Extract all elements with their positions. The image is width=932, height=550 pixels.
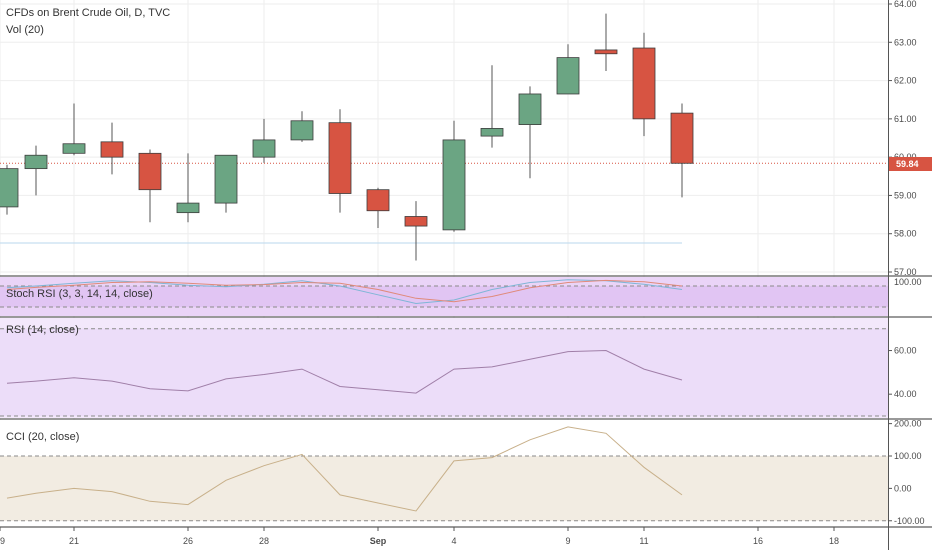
cci-band-fill — [0, 456, 888, 521]
bullish-candle[interactable] — [214, 154, 238, 213]
rsi-pane[interactable] — [0, 328, 888, 417]
rsi-title: RSI (14, close) — [6, 324, 79, 336]
stoch-rsi-line — [6, 279, 683, 303]
cci-title: CCI (20, close) — [6, 431, 79, 443]
candle-body — [214, 154, 238, 204]
bearish-candle[interactable] — [670, 103, 694, 198]
bullish-candle[interactable] — [480, 65, 504, 148]
price-tick-label: 62.00 — [894, 76, 917, 86]
price-tick-label: 59.00 — [894, 190, 917, 200]
bullish-candle[interactable] — [556, 44, 580, 95]
candle-body — [100, 141, 124, 158]
candle-body — [442, 139, 466, 231]
candle-body — [366, 189, 390, 212]
price-pane[interactable] — [0, 13, 888, 261]
price-tick-label: 64.00 — [894, 0, 917, 9]
cci-tick-label: 100.00 — [894, 451, 922, 461]
time-tick-label: 18 — [829, 536, 839, 546]
candle-body — [404, 216, 428, 227]
rsi-tick-label: 60.00 — [894, 346, 917, 356]
price-tick-label: 63.00 — [894, 37, 917, 47]
candle-body — [0, 168, 19, 208]
cci-line — [6, 426, 683, 512]
time-tick-label: 4 — [451, 536, 456, 546]
cci-tick-label: 0.00 — [894, 483, 912, 493]
pane-backgrounds — [0, 277, 888, 526]
price-tick-label: 61.00 — [894, 114, 917, 124]
rsi-band-fill — [0, 328, 888, 416]
cci-tick-label: 200.00 — [894, 419, 922, 429]
candle-body — [176, 202, 200, 214]
price-axis[interactable]: 57.00 58.00 59.00 60.00 61.00 62.00 63.00 64.00… — [888, 0, 925, 526]
bullish-candle[interactable] — [442, 120, 466, 232]
rsi-line — [6, 349, 683, 394]
rsi-tick-label: 40.00 — [894, 389, 917, 399]
bearish-candle[interactable] — [594, 13, 618, 71]
bearish-candle[interactable] — [366, 187, 390, 228]
stoch-rsi-tick-label: 100.00 — [894, 277, 922, 287]
candle-body — [252, 139, 276, 158]
main-title: CFDs on Brent Crude Oil, D, TVC — [6, 7, 170, 19]
cci-tick-label: -100.00 — [894, 516, 925, 526]
time-tick-label: 11 — [639, 536, 648, 546]
cci-pane[interactable] — [0, 426, 888, 522]
bullish-candle[interactable] — [62, 103, 86, 156]
candle-body — [670, 112, 694, 164]
time-tick-label: 28 — [259, 536, 269, 546]
time-axis[interactable]: 19 21 26 28 Sep 4 9 11 16 18 — [0, 527, 839, 546]
bearish-candle[interactable] — [100, 122, 124, 175]
candle-body — [518, 93, 542, 125]
bearish-candle[interactable] — [404, 201, 428, 261]
candle-body — [328, 122, 352, 194]
price-tick-label: 58.00 — [894, 229, 917, 239]
candle-body — [62, 143, 86, 154]
last-price-label: 59.84 — [896, 159, 919, 169]
price-tick-label: 57.00 — [894, 267, 917, 277]
bullish-candle[interactable] — [518, 86, 542, 179]
time-tick-label: 21 — [69, 536, 79, 546]
stoch-rsi-band-fill — [0, 286, 888, 307]
candle-body — [480, 128, 504, 137]
last-price-tag — [889, 157, 932, 171]
time-tick-label: 16 — [753, 536, 763, 546]
bullish-candle[interactable] — [252, 118, 276, 163]
bearish-candle[interactable] — [632, 32, 656, 137]
candle-body — [24, 154, 48, 170]
time-tick-label: Sep — [370, 536, 387, 546]
time-tick-label: 19 — [0, 536, 5, 546]
stoch-rsi-title: Stoch RSI (3, 3, 14, 14, close) — [6, 288, 153, 300]
stoch-rsi-line — [6, 279, 683, 305]
candle-body — [594, 49, 618, 55]
candle-body — [632, 47, 656, 120]
time-tick-label: 26 — [183, 536, 193, 546]
stoch-rsi-background — [0, 277, 888, 316]
bullish-candle[interactable] — [176, 153, 200, 223]
time-tick-label: 9 — [565, 536, 570, 546]
volume-label: Vol (20) — [6, 24, 44, 36]
bullish-candle[interactable] — [0, 164, 19, 215]
bullish-candle[interactable] — [290, 111, 314, 142]
bearish-candle[interactable] — [138, 149, 162, 223]
stoch-rsi-pane[interactable] — [0, 279, 888, 308]
candle-body — [290, 120, 314, 141]
bearish-candle[interactable] — [328, 109, 352, 213]
bullish-candle[interactable] — [24, 145, 48, 196]
candle-body — [138, 152, 162, 191]
candle-body — [556, 57, 580, 95]
